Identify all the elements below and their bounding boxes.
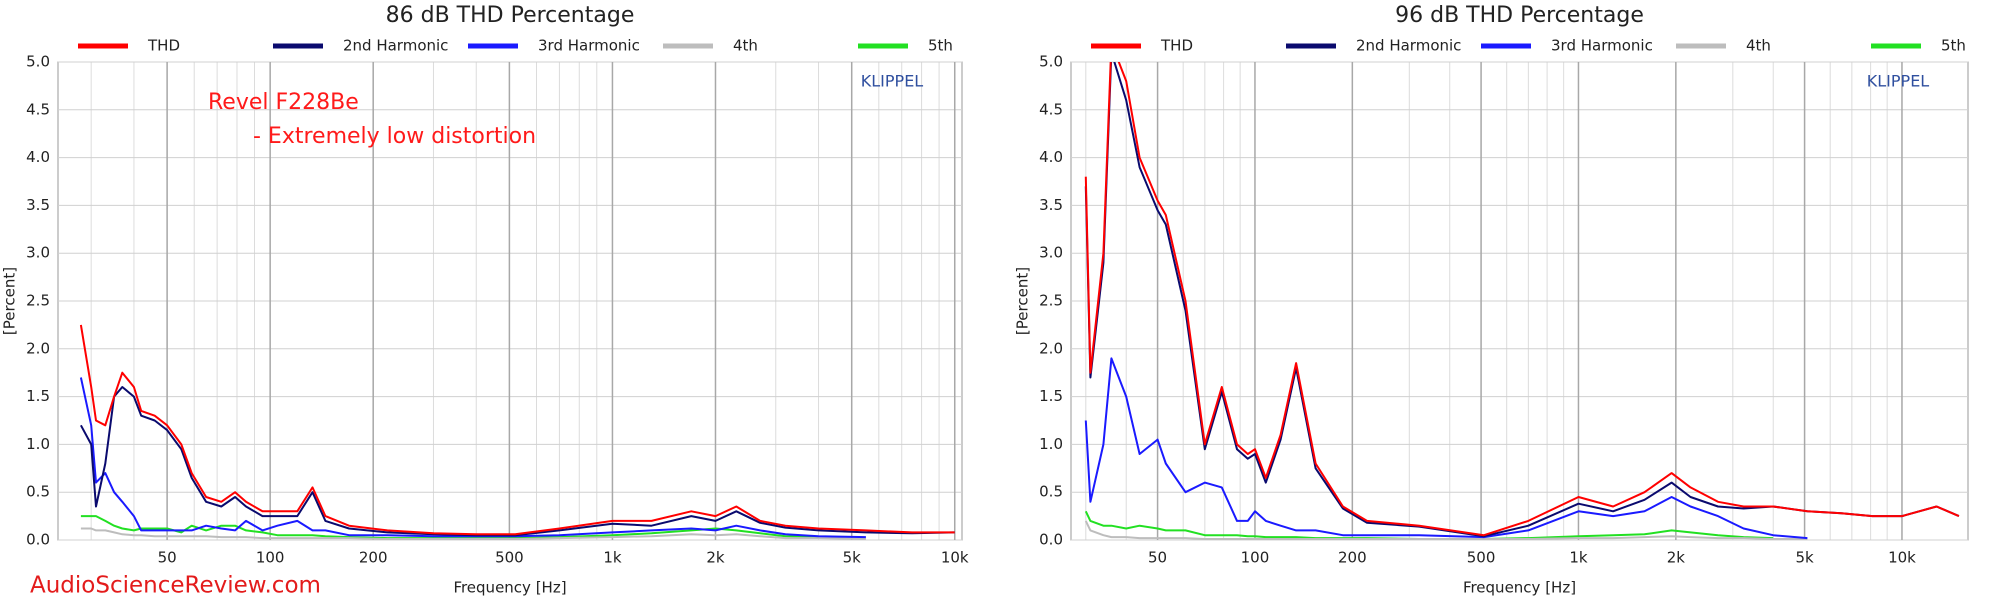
series-line (79, 324, 955, 536)
x-tick-label: 50 (158, 549, 177, 567)
x-tick-label: 100 (256, 549, 285, 567)
y-tick-label: 3.0 (26, 244, 50, 262)
y-tick-label: 4.0 (26, 148, 50, 166)
y-tick-label: 1.5 (26, 387, 50, 405)
legend-label: 4th (1746, 37, 1771, 55)
y-tick-label: 2.0 (26, 339, 50, 357)
x-axis-label: Frequency [Hz] (453, 579, 566, 597)
series-line (1084, 357, 1808, 540)
x-tick-label: 2k (1667, 549, 1686, 567)
y-tick-label: 3.5 (26, 196, 50, 214)
x-tick-label: 5k (1795, 549, 1814, 567)
y-tick-label: 5.0 (1039, 53, 1063, 71)
series-line (1084, 510, 1774, 540)
y-axis-label: [Percent] (1014, 267, 1032, 335)
legend-label: THD (1160, 37, 1193, 55)
legend-label: 4th (733, 37, 758, 55)
legend-label: 2nd Harmonic (1356, 37, 1461, 55)
x-tick-label: 200 (359, 549, 388, 567)
y-tick-label: 3.0 (1039, 244, 1063, 262)
y-tick-label: 4.5 (26, 100, 50, 118)
x-axis-label: Frequency [Hz] (1463, 579, 1576, 597)
x-tick-label: 5k (843, 549, 862, 567)
y-tick-label: 0.5 (26, 483, 50, 501)
x-tick-label: 500 (1467, 549, 1496, 567)
y-tick-label: 1.5 (1039, 387, 1063, 405)
series-line (80, 515, 819, 540)
legend-label: 5th (1941, 37, 1966, 55)
y-tick-label: 3.5 (1039, 196, 1063, 214)
x-tick-label: 50 (1148, 549, 1167, 567)
y-tick-label: 1.0 (26, 435, 50, 453)
chart: 96 dB THD Percentage THD 2nd Harmonic 3rd H… (1014, 3, 1969, 597)
y-axis-label: [Percent] (1, 267, 19, 335)
x-tick-label: 100 (1241, 549, 1270, 567)
annotation: KLIPPEL (1867, 72, 1930, 91)
x-tick-label: 10k (941, 549, 969, 567)
legend-label: 3rd Harmonic (538, 37, 640, 55)
legend-label: 5th (928, 37, 953, 55)
y-tick-label: 2.5 (1039, 292, 1063, 310)
series-line (80, 386, 955, 537)
series-line (1084, 62, 1960, 537)
x-tick-label: 200 (1338, 549, 1367, 567)
y-tick-label: 4.0 (1039, 148, 1063, 166)
y-tick-label: 0.5 (1039, 483, 1063, 501)
annotation: KLIPPEL (861, 72, 924, 91)
annotation: Revel F228Be (208, 90, 359, 115)
legend-label: THD (147, 37, 180, 55)
x-tick-label: 2k (706, 549, 725, 567)
x-tick-label: 1k (603, 549, 622, 567)
footer: AudioScienceReview.com (30, 573, 321, 599)
series-line (80, 527, 866, 540)
y-tick-label: 5.0 (26, 53, 50, 71)
y-tick-label: 0.0 (1039, 531, 1063, 549)
x-tick-label: 500 (495, 549, 524, 567)
y-tick-label: 2.0 (1039, 339, 1063, 357)
annotation: - Extremely low distortion (253, 124, 536, 149)
chart-title: 86 dB THD Percentage (386, 3, 635, 28)
y-tick-label: 4.5 (1039, 100, 1063, 118)
y-tick-label: 2.5 (26, 292, 50, 310)
chart-title: 96 dB THD Percentage (1395, 3, 1644, 28)
legend-label: 2nd Harmonic (343, 37, 448, 55)
x-tick-label: 10k (1888, 549, 1916, 567)
series-line (1084, 520, 1808, 540)
legend-label: 3rd Harmonic (1551, 37, 1653, 55)
y-tick-label: 0.0 (26, 531, 50, 549)
chart: 86 dB THD Percentage THD 2nd Harmonic 3rd H… (1, 3, 969, 597)
y-tick-label: 1.0 (1039, 435, 1063, 453)
x-tick-label: 1k (1569, 549, 1588, 567)
series-line (79, 377, 866, 539)
